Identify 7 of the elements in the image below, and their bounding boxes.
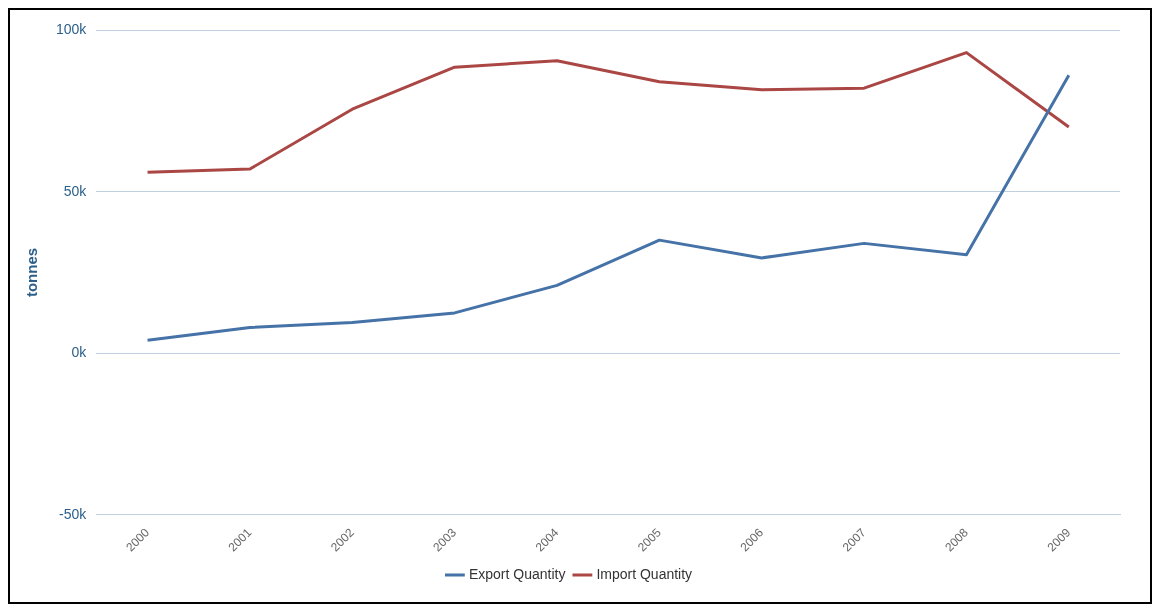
y-axis-title: tonnes <box>23 247 41 298</box>
legend-label: Export Quantity <box>468 565 566 582</box>
y-tick-label: 50k <box>63 182 88 199</box>
legend-label: Import Quantity <box>596 565 693 582</box>
y-tick-label: -50k <box>59 505 88 522</box>
y-tick-label: 0k <box>71 344 88 361</box>
y-tick-label: 100k <box>56 20 88 37</box>
